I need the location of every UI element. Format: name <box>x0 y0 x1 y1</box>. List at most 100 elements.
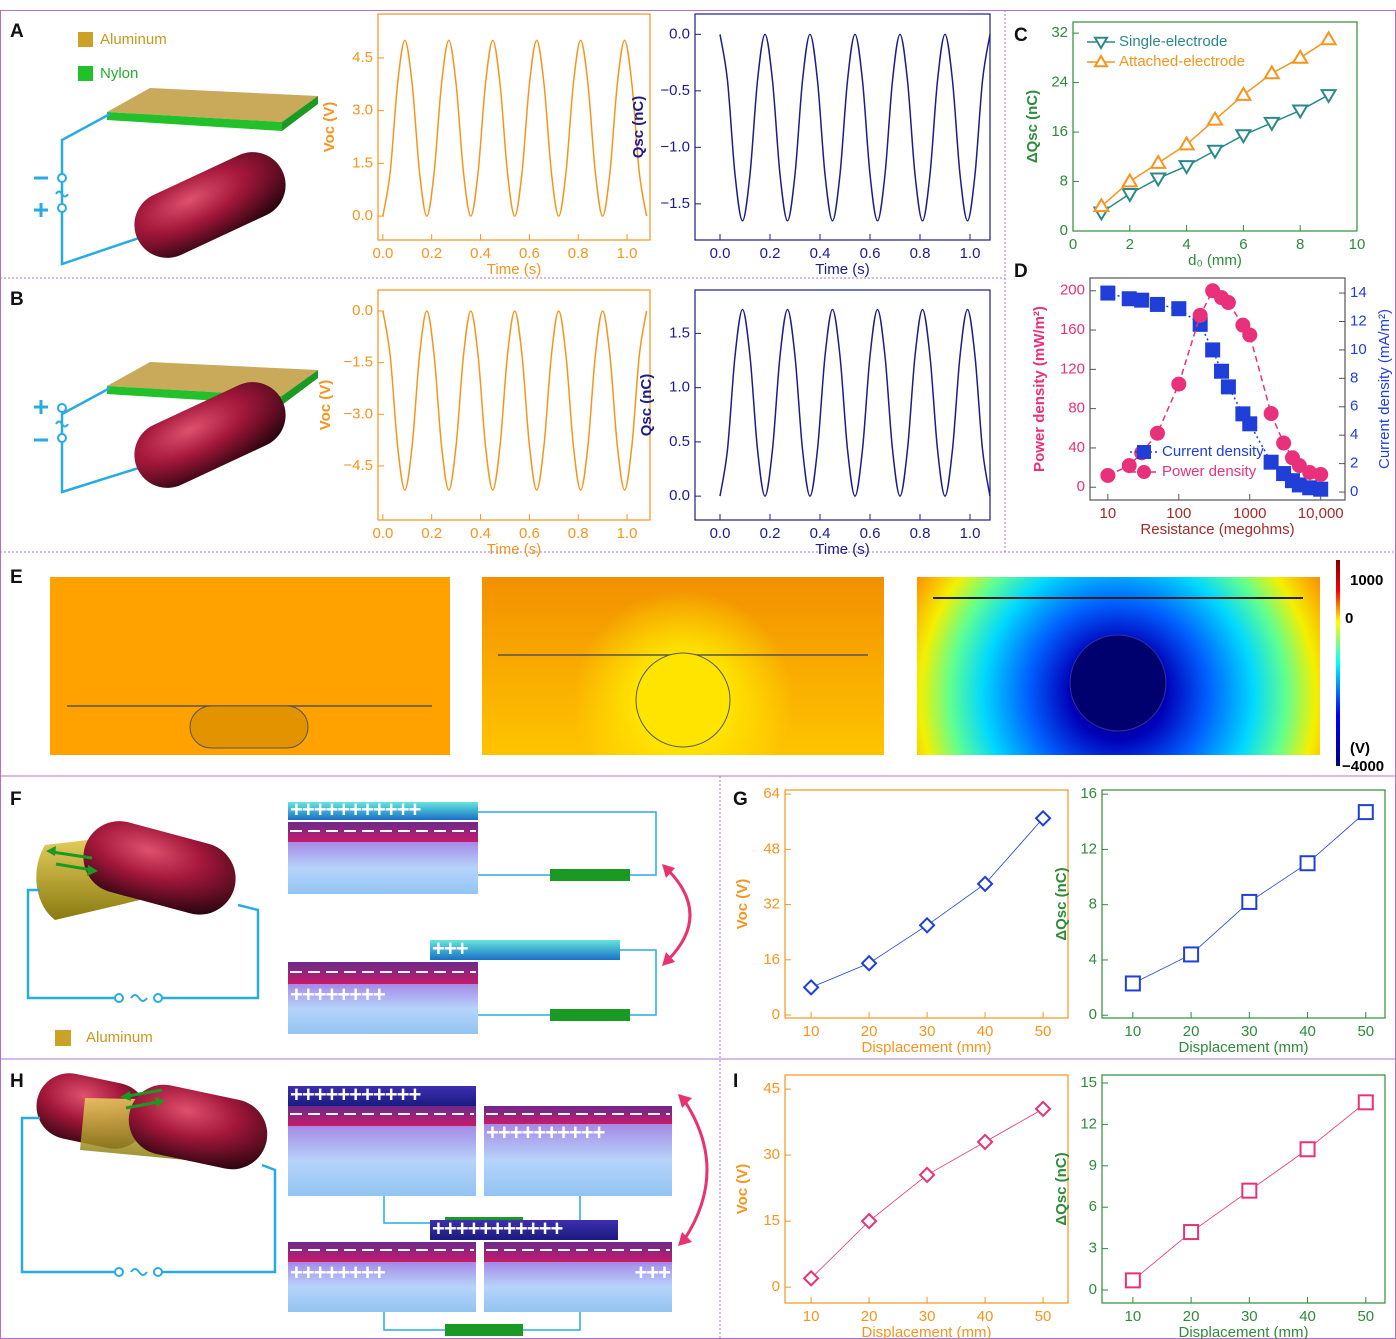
panel-label: H <box>10 1071 24 1092</box>
data-point <box>1101 287 1114 300</box>
x-tick-label: 0.2 <box>421 525 442 542</box>
x-axis-label: Time (s) <box>815 541 869 558</box>
data-point <box>1095 56 1107 66</box>
x-tick-label: 0.4 <box>810 525 831 542</box>
x-tick-label: 1000 <box>1233 505 1266 522</box>
colorbar-label: −4000 <box>1342 758 1384 775</box>
y-tick-label: −3.0 <box>343 405 373 422</box>
legend-swatch <box>78 66 93 81</box>
legend-label: Current density <box>1162 443 1264 460</box>
wire <box>162 1165 275 1272</box>
load <box>550 869 630 881</box>
data-point <box>1151 427 1164 440</box>
y-tick-label: 160 <box>1060 321 1085 338</box>
capsule-section <box>636 653 730 747</box>
data-point <box>1184 947 1198 961</box>
x-tick-label: 10 <box>1349 236 1366 253</box>
plot-frame <box>785 1075 1068 1303</box>
y-tick-label: 32 <box>1051 24 1068 41</box>
x-tick-label: 0.8 <box>568 525 589 542</box>
y2-tick-label: 2 <box>1350 455 1358 472</box>
y-tick-label: 1.5 <box>352 154 373 171</box>
wire <box>620 950 656 1015</box>
data-point <box>1265 407 1278 420</box>
y-tick-label: −4.5 <box>343 457 373 474</box>
y-tick-label: 16 <box>1080 785 1097 802</box>
panel-label: A <box>10 21 24 42</box>
x-tick-label: 1.0 <box>617 525 638 542</box>
y-tick-label: 12 <box>1080 840 1097 857</box>
x-tick-label: 0.8 <box>568 245 589 262</box>
x-tick-label: 0.6 <box>519 525 540 542</box>
panel-label: B <box>10 289 24 310</box>
x-tick-label: 50 <box>1035 1023 1052 1040</box>
legend-label: Power density <box>1162 463 1257 480</box>
x-tick-label: 0.4 <box>810 245 831 262</box>
panel-label: E <box>10 567 23 588</box>
charge-label: +++ <box>634 1260 670 1285</box>
legend-swatch <box>55 1030 71 1046</box>
data-point <box>1277 437 1290 450</box>
transition-arrow <box>668 870 690 960</box>
series-line <box>383 311 647 490</box>
data-point <box>1036 1102 1050 1116</box>
data-point <box>1123 459 1136 472</box>
wire <box>523 1312 580 1330</box>
data-point <box>1215 365 1228 378</box>
capsule-section <box>1070 635 1166 731</box>
x-tick-label: 0.8 <box>910 525 931 542</box>
data-point <box>1222 296 1235 309</box>
data-point <box>1151 298 1164 311</box>
y2-tick-label: 10 <box>1350 341 1367 358</box>
data-point <box>1322 90 1336 102</box>
terminal <box>154 994 162 1002</box>
device-h <box>22 1067 275 1276</box>
y-tick-label: 0 <box>1060 222 1068 239</box>
y-tick-label: 3 <box>1089 1240 1097 1257</box>
y-tick-label: 0.0 <box>352 302 373 319</box>
device-f <box>28 813 258 1002</box>
x-tick-label: 0.0 <box>372 525 393 542</box>
data-point <box>1314 483 1327 496</box>
wire <box>478 812 656 875</box>
y-tick-label: 6 <box>1089 1198 1097 1215</box>
y-tick-label: 0.0 <box>352 207 373 224</box>
arrow-head <box>678 1094 692 1108</box>
data-point <box>1138 446 1150 458</box>
data-point <box>1222 380 1235 393</box>
data-point <box>1236 130 1250 142</box>
x-tick-label: 2 <box>1126 236 1134 253</box>
x-tick-label: 100 <box>1166 505 1191 522</box>
y-tick-label: 0 <box>1089 1006 1097 1023</box>
x-axis-label: Time (s) <box>815 261 869 278</box>
load <box>550 1009 630 1021</box>
legend-label: Attached-electrode <box>1119 53 1245 70</box>
y-tick-label: 1.0 <box>669 379 690 396</box>
device-a <box>34 88 318 269</box>
x-tick-label: 30 <box>919 1308 936 1325</box>
x-tick-label: 20 <box>861 1023 878 1040</box>
dielectric-layer <box>288 1106 476 1126</box>
x-tick-label: 0.6 <box>519 245 540 262</box>
legend-label: Aluminum <box>100 31 167 48</box>
charge-label: ++++++++ <box>290 1260 385 1285</box>
x-tick-label: 6 <box>1239 236 1247 253</box>
y-tick-label: 0 <box>772 1278 780 1295</box>
charge-label: +++++++++++ <box>290 1082 420 1107</box>
panel-label: D <box>1014 261 1028 282</box>
x-tick-label: 50 <box>1035 1308 1052 1325</box>
plot-frame <box>378 290 650 520</box>
ac-symbol <box>56 422 68 427</box>
x-axis-label: Resistance (megohms) <box>1140 521 1294 538</box>
data-point <box>1359 1095 1373 1109</box>
x-tick-label: 10 <box>803 1308 820 1325</box>
x-tick-label: 10 <box>803 1023 820 1040</box>
figure: A B C D E F G H I Aluminum Nylon 1000 0 … <box>0 0 1396 1339</box>
y-tick-label: 120 <box>1060 360 1085 377</box>
ac-symbol <box>131 1269 147 1275</box>
x-tick-label: 40 <box>977 1023 994 1040</box>
y-axis-label: Voc (V) <box>734 879 751 930</box>
data-point <box>1242 895 1256 909</box>
x-tick-label: 0.0 <box>372 245 393 262</box>
plot-frame <box>785 790 1068 1018</box>
